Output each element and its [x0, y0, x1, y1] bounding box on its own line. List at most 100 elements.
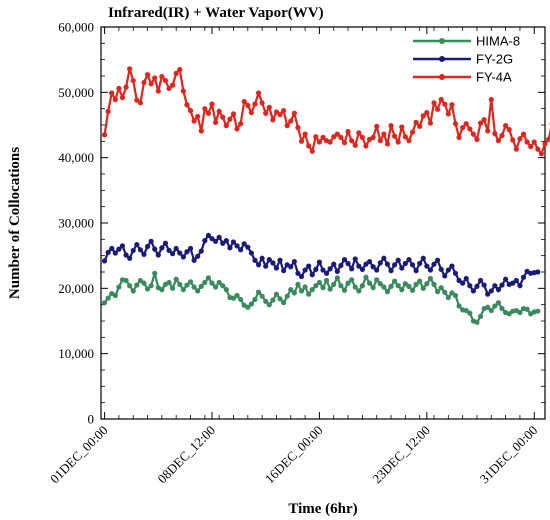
- data-point: [388, 268, 394, 274]
- data-point: [377, 281, 383, 287]
- data-point: [427, 120, 434, 126]
- data-point: [119, 243, 126, 249]
- data-point: [144, 72, 151, 78]
- data-point: [402, 134, 408, 140]
- data-point: [442, 101, 448, 107]
- data-point: [266, 104, 272, 110]
- data-point: [535, 308, 541, 314]
- data-point: [456, 303, 462, 309]
- data-point: [302, 131, 308, 137]
- legend-swatch-marker: [439, 74, 445, 80]
- data-point: [331, 281, 337, 288]
- data-point: [105, 249, 111, 255]
- data-point: [230, 295, 237, 301]
- data-point: [402, 260, 408, 267]
- data-point: [220, 283, 226, 289]
- data-point: [252, 101, 258, 107]
- series-layer: [101, 66, 550, 325]
- x-axis-label: Time (6hr): [288, 501, 357, 517]
- data-point: [424, 281, 430, 287]
- data-point: [248, 250, 254, 256]
- data-point: [134, 241, 140, 248]
- data-point: [510, 137, 516, 143]
- data-point: [141, 280, 147, 286]
- data-point: [449, 102, 455, 108]
- data-point: [442, 289, 448, 295]
- data-point: [338, 262, 344, 269]
- data-point: [123, 84, 129, 90]
- y-tick-label: 0: [88, 412, 95, 427]
- data-point: [170, 285, 176, 291]
- data-point: [492, 130, 498, 137]
- data-point: [166, 247, 172, 254]
- data-point: [127, 283, 133, 289]
- data-point: [399, 124, 405, 130]
- data-point: [288, 264, 294, 270]
- data-point: [277, 296, 283, 302]
- data-point: [180, 287, 186, 293]
- data-point: [417, 123, 423, 129]
- data-point: [427, 267, 434, 273]
- data-point: [327, 139, 333, 145]
- data-point: [424, 109, 430, 116]
- data-point: [123, 252, 129, 258]
- data-point: [517, 283, 523, 289]
- data-point: [374, 277, 380, 283]
- data-point: [488, 288, 494, 294]
- data-point: [162, 77, 169, 84]
- data-point: [481, 117, 487, 123]
- data-point: [499, 132, 505, 139]
- data-point: [467, 283, 473, 289]
- data-point: [349, 138, 355, 144]
- data-point: [212, 284, 219, 290]
- data-point: [485, 304, 491, 310]
- data-point: [248, 109, 254, 116]
- data-point: [445, 267, 451, 273]
- data-point: [316, 279, 323, 286]
- data-point: [263, 263, 269, 269]
- data-point: [359, 283, 365, 289]
- data-point: [241, 241, 247, 247]
- data-point: [202, 279, 208, 286]
- data-point: [470, 288, 476, 294]
- data-point: [234, 243, 240, 249]
- data-point: [127, 66, 133, 72]
- data-point: [481, 282, 487, 288]
- data-point: [205, 110, 212, 116]
- data-point: [238, 296, 244, 303]
- data-point: [316, 139, 323, 145]
- data-point: [316, 259, 323, 265]
- data-point: [159, 74, 165, 80]
- data-point: [384, 261, 391, 267]
- data-point: [223, 238, 229, 244]
- data-point: [331, 134, 337, 140]
- data-point: [406, 256, 412, 263]
- data-point: [374, 123, 380, 129]
- data-point: [245, 244, 251, 250]
- data-point: [485, 128, 491, 134]
- data-point: [517, 136, 523, 142]
- data-point: [127, 255, 133, 261]
- data-point: [223, 123, 229, 129]
- data-point: [187, 108, 194, 114]
- data-point: [259, 293, 265, 299]
- data-point: [452, 121, 459, 127]
- data-point: [531, 139, 537, 145]
- data-point: [460, 125, 466, 131]
- data-point: [198, 128, 204, 134]
- y-tick-label: 60,000: [58, 20, 94, 35]
- data-point: [205, 275, 212, 281]
- data-point: [413, 268, 419, 274]
- data-point: [137, 277, 143, 284]
- y-tick-label: 10,000: [58, 346, 94, 361]
- data-point: [320, 267, 326, 273]
- data-point: [273, 265, 280, 271]
- data-point: [130, 77, 136, 84]
- data-point: [349, 277, 355, 283]
- y-tick-label: 30,000: [58, 216, 94, 231]
- data-point: [141, 79, 147, 86]
- data-point: [395, 139, 401, 145]
- data-point: [424, 263, 430, 269]
- data-point: [492, 303, 498, 309]
- data-point: [363, 143, 369, 149]
